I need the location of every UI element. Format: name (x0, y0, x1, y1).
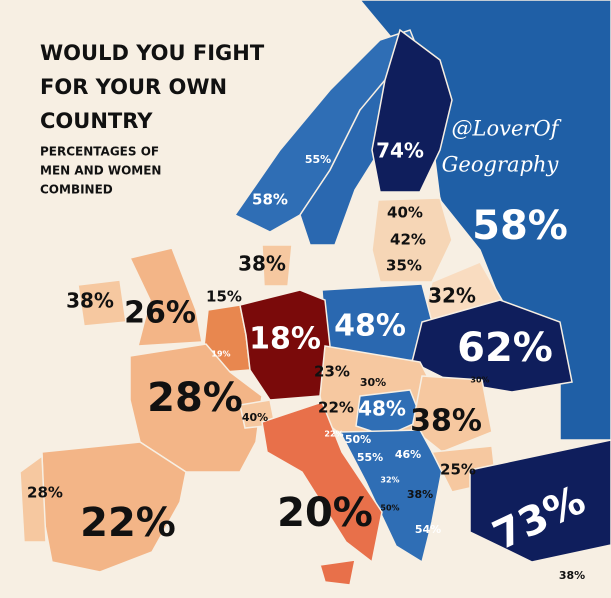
france (129, 343, 263, 473)
label: 54% (415, 523, 441, 536)
label: 40% (387, 204, 423, 222)
label: 23% (314, 363, 350, 381)
label: 35% (386, 257, 422, 275)
finland (371, 28, 453, 193)
label: 26% (124, 296, 196, 331)
denmark (261, 244, 293, 287)
label: 58% (252, 191, 288, 209)
subtitle-line: PERCENTAGES OF (40, 145, 159, 159)
credit: @LoverOf (452, 117, 562, 141)
label: 32% (428, 284, 476, 308)
subtitle-line: COMBINED (40, 183, 113, 197)
label: 48% (358, 397, 406, 421)
title-line: WOULD YOU FIGHT (40, 41, 265, 65)
label: 22% (318, 399, 354, 417)
label: 30% (470, 376, 489, 385)
land (19, 0, 611, 586)
label: 48% (334, 309, 406, 344)
label: 22% (324, 430, 343, 439)
ireland (77, 279, 127, 327)
label: 38% (410, 404, 482, 439)
label: 46% (395, 448, 421, 461)
subtitle-line: MEN AND WOMEN (40, 164, 161, 178)
label: 42% (390, 231, 426, 249)
label: 40% (242, 411, 268, 424)
label: 50% (345, 433, 371, 446)
label: 28% (27, 484, 63, 502)
title-line: FOR YOUR OWN (40, 75, 227, 99)
label: 18% (249, 322, 321, 357)
label: 22% (80, 500, 176, 546)
label: 38% (238, 252, 286, 276)
label: 15% (206, 288, 242, 306)
italy (261, 401, 383, 564)
romania (411, 375, 493, 453)
label: 20% (277, 490, 373, 536)
sicily (319, 559, 356, 586)
label: 19% (211, 350, 230, 359)
label: 32% (380, 476, 399, 485)
label: 74% (376, 139, 424, 163)
portugal (19, 454, 47, 543)
turkey (469, 439, 611, 563)
credit: Geography (442, 153, 560, 177)
spain (41, 441, 187, 573)
label: 25% (440, 461, 476, 479)
label: 55% (357, 451, 383, 464)
label: 58% (472, 203, 568, 249)
label: 38% (559, 569, 585, 582)
label: 30% (360, 376, 386, 389)
hungary (355, 389, 423, 437)
label: 38% (66, 289, 114, 313)
label: 62% (457, 325, 553, 371)
label: 38% (407, 488, 433, 501)
balkans (338, 429, 443, 564)
label: 28% (147, 375, 243, 421)
uk (128, 247, 203, 347)
title-line: COUNTRY (40, 109, 153, 133)
label: 55% (305, 153, 331, 166)
label: 50% (380, 504, 399, 513)
